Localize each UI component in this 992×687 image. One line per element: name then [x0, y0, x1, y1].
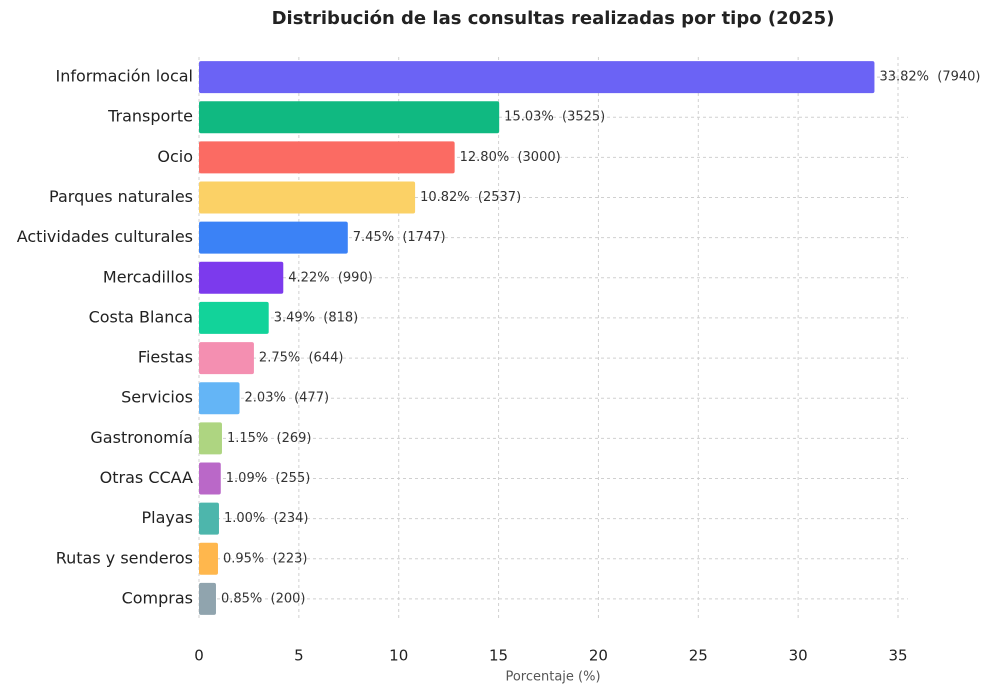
data-label: 1.15% (269): [227, 431, 312, 446]
data-label: 1.09% (255): [226, 471, 311, 486]
data-label: 2.75% (644): [259, 351, 344, 366]
x-tick-label: 25: [689, 647, 708, 665]
data-label: 33.82% (7940): [879, 70, 980, 85]
y-tick-label: Otras CCAA: [100, 468, 193, 487]
x-tick-label: 30: [789, 647, 808, 665]
bar: [199, 101, 500, 134]
x-tick-label: 5: [294, 647, 304, 665]
y-tick-label: Fiestas: [138, 348, 193, 367]
y-tick-label: Gastronomía: [90, 428, 193, 447]
y-tick-label: Transporte: [107, 107, 193, 126]
y-tick-label: Ocio: [157, 147, 193, 166]
data-label: 4.22% (990): [288, 270, 373, 285]
y-tick-label: Playas: [141, 508, 193, 527]
bar: [199, 301, 269, 334]
bar: [199, 61, 875, 94]
x-tick-label: 35: [888, 647, 907, 665]
data-label: 0.95% (223): [223, 551, 308, 566]
x-tick-label: 20: [589, 647, 608, 665]
x-tick-label: 0: [194, 647, 204, 665]
y-tick-label: Parques naturales: [49, 187, 193, 206]
x-tick-label: 15: [489, 647, 508, 665]
data-label: 7.45% (1747): [353, 230, 446, 245]
y-tick-label: Compras: [122, 588, 193, 607]
y-tick-label: Actividades culturales: [17, 227, 193, 246]
x-tick-label: 10: [389, 647, 408, 665]
data-label: 1.00% (234): [224, 511, 309, 526]
x-axis-label: Porcentaje (%): [505, 670, 600, 685]
bar: [199, 141, 455, 174]
bar: [199, 582, 216, 615]
bar: [199, 422, 222, 455]
bar: [199, 181, 416, 214]
y-tick-label: Rutas y senderos: [56, 548, 193, 567]
data-label: 10.82% (2537): [420, 190, 521, 205]
bar: [199, 502, 219, 535]
bar: [199, 542, 218, 575]
data-label: 2.03% (477): [245, 391, 330, 406]
bar: [199, 342, 254, 375]
data-label: 12.80% (3000): [460, 150, 561, 165]
chart-title: Distribución de las consultas realizadas…: [272, 8, 835, 29]
y-tick-label: Servicios: [121, 388, 193, 407]
data-label: 3.49% (818): [274, 310, 359, 325]
y-tick-label: Costa Blanca: [89, 307, 193, 326]
bar: [199, 261, 284, 294]
y-tick-label: Información local: [55, 67, 193, 86]
data-label: 15.03% (3525): [504, 110, 605, 125]
data-label: 0.85% (200): [221, 591, 306, 606]
bar: [199, 382, 240, 415]
bar: [199, 462, 221, 495]
bar: [199, 221, 348, 254]
y-tick-label: Mercadillos: [103, 267, 193, 286]
